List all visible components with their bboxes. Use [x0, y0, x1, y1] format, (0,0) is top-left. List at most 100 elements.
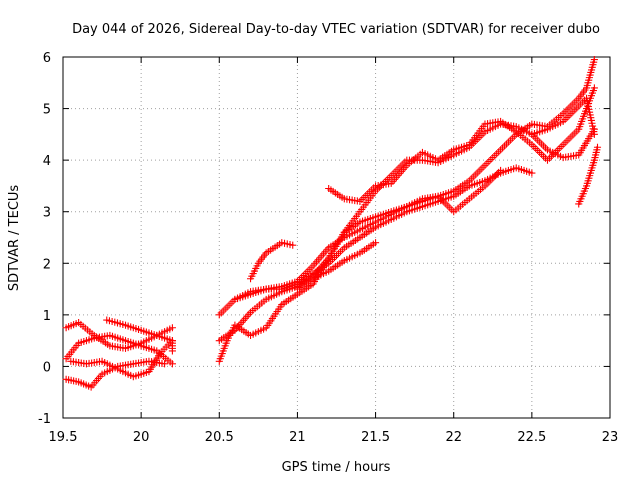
y-tick-label: 1 — [43, 309, 51, 324]
data-point-trace-i — [353, 227, 361, 235]
data-point-trace-b — [129, 339, 137, 347]
data-point-trace-i — [361, 223, 369, 231]
data-point-trace-m — [543, 125, 552, 133]
data-point-trace-n — [584, 177, 592, 185]
data-point-trace-k — [312, 273, 320, 282]
data-point-trace-f — [583, 81, 591, 89]
data-point-trace-d — [111, 364, 119, 372]
data-point-trace-i — [358, 224, 367, 233]
data-point-trace-n — [575, 200, 583, 208]
data-point-trace-i — [236, 293, 244, 301]
data-point-trace-h — [267, 293, 275, 301]
data-point-trace-f — [584, 79, 592, 87]
data-point-trace-a — [166, 325, 174, 333]
data-point-trace-a — [121, 344, 130, 352]
data-point-trace-i — [387, 210, 395, 218]
data-point-trace-m — [586, 111, 594, 119]
data-point-trace-m — [541, 126, 549, 134]
data-point-trace-e — [129, 324, 137, 332]
data-point-trace-m — [589, 122, 597, 130]
data-point-trace-b — [134, 341, 143, 349]
data-point-trace-e — [142, 328, 150, 336]
data-point-trace-a — [145, 335, 153, 343]
data-point-trace-l — [418, 148, 427, 156]
data-point-trace-i — [244, 289, 252, 297]
data-point-trace-j — [252, 264, 260, 272]
data-point-trace-g — [491, 172, 499, 180]
data-point-trace-e — [168, 347, 176, 355]
data-point-trace-d — [124, 370, 132, 378]
data-point-trace-m — [583, 97, 591, 105]
data-point-trace-i — [351, 228, 359, 236]
data-point-trace-n — [583, 179, 591, 187]
data-point-trace-n — [591, 154, 599, 162]
data-point-trace-i — [413, 197, 421, 205]
data-point-trace-n — [586, 169, 595, 177]
data-point-trace-e — [124, 322, 132, 330]
data-point-trace-g — [411, 205, 419, 213]
data-point-trace-m — [587, 116, 595, 125]
data-point-trace-i — [233, 294, 242, 302]
data-point-trace-h — [543, 146, 552, 154]
data-point-trace-g — [447, 193, 455, 201]
data-point-trace-f — [221, 342, 229, 350]
y-tick-label: 6 — [43, 51, 51, 66]
data-point-trace-i — [400, 204, 408, 212]
data-point-trace-l — [450, 146, 458, 154]
data-point-trace-l — [576, 123, 584, 131]
data-point-trace-g — [421, 202, 429, 210]
data-point-trace-m — [530, 129, 539, 138]
data-point-trace-l — [463, 141, 471, 150]
data-point-trace-k — [340, 257, 348, 265]
data-point-trace-b — [127, 338, 135, 346]
data-point-trace-g — [426, 200, 434, 208]
data-point-trace-d — [98, 357, 106, 365]
data-point-trace-g — [520, 166, 528, 175]
data-point-trace-b — [132, 340, 140, 348]
data-point-trace-i — [497, 166, 505, 175]
data-point-trace-c — [98, 370, 106, 378]
data-point-trace-i — [283, 281, 291, 289]
data-point-trace-j — [286, 241, 294, 249]
data-point-trace-i — [377, 215, 385, 223]
data-point-trace-k — [345, 254, 354, 262]
data-point-trace-f — [366, 215, 374, 223]
data-point-trace-i — [411, 199, 419, 207]
data-point-trace-f — [260, 325, 268, 333]
data-point-trace-m — [588, 119, 596, 127]
data-point-trace-e — [127, 323, 135, 331]
data-point-trace-n — [583, 182, 591, 190]
data-point-trace-i — [366, 221, 374, 229]
data-point-trace-k — [314, 272, 322, 280]
data-point-trace-f — [216, 355, 224, 363]
data-point-trace-e — [150, 331, 158, 339]
data-point-trace-h — [481, 128, 489, 136]
data-point-trace-e — [121, 321, 130, 329]
data-point-trace-h — [265, 294, 273, 302]
data-point-trace-f — [358, 217, 367, 225]
data-point-trace-n — [593, 143, 602, 151]
data-point-trace-h — [484, 126, 492, 135]
data-point-trace-i — [348, 230, 356, 238]
data-point-trace-f — [356, 218, 364, 226]
data-point-trace-i — [392, 208, 400, 216]
data-point-trace-e — [137, 326, 145, 334]
data-point-trace-b — [148, 345, 156, 353]
data-point-trace-n — [580, 187, 588, 195]
data-point-trace-f — [220, 344, 228, 352]
data-point-trace-h — [554, 151, 562, 159]
data-point-trace-d — [108, 362, 117, 370]
data-point-trace-e — [132, 325, 140, 333]
data-point-trace-f — [588, 63, 596, 71]
data-point-trace-g — [468, 181, 476, 189]
data-point-trace-n — [576, 197, 584, 205]
data-point-trace-b — [140, 343, 148, 351]
data-point-trace-e — [108, 317, 116, 326]
data-point-trace-a — [168, 324, 176, 332]
data-point-trace-f — [369, 214, 377, 222]
data-point-trace-l — [587, 92, 595, 100]
data-point-trace-g — [478, 178, 486, 186]
data-point-trace-l — [577, 120, 585, 128]
data-point-trace-i — [374, 217, 382, 225]
data-point-trace-d — [140, 369, 148, 377]
